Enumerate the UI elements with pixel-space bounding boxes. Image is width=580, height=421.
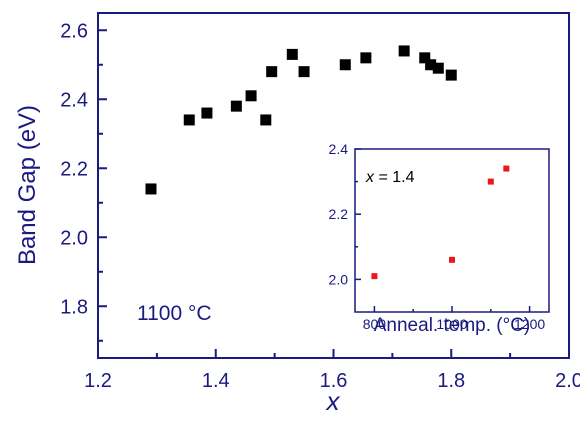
x-tick-label: 1200 — [514, 316, 545, 332]
data-point — [183, 114, 195, 126]
main-data-points — [145, 45, 457, 195]
data-point — [432, 62, 444, 74]
y-tick-label: 2.2 — [60, 158, 88, 180]
x-tick-label: 800 — [363, 316, 387, 332]
y-tick-label: 2.4 — [60, 89, 88, 111]
data-point — [398, 45, 410, 57]
inset-annotation-variable: x — [365, 169, 375, 186]
inset-data-point — [503, 165, 510, 172]
main-x-axis-label: x — [325, 386, 341, 416]
x-tick-label: 1.8 — [437, 370, 465, 392]
y-tick-label: 2.6 — [60, 20, 88, 42]
inset-plot-frame — [354, 148, 550, 313]
data-point — [445, 69, 457, 81]
data-point — [425, 59, 437, 71]
inset-x-axis-label: Anneal. temp. (°C) — [374, 315, 531, 336]
main-annotation: 1100 °C — [137, 302, 212, 325]
data-point — [201, 107, 213, 119]
x-tick-label: 1.6 — [320, 370, 348, 392]
x-tick-label: 1.4 — [202, 370, 230, 392]
x-tick-label: 2.0 — [555, 370, 580, 392]
main-y-axis-label: Band Gap (eV) — [14, 105, 41, 265]
data-point — [266, 66, 278, 78]
data-point — [339, 59, 351, 71]
x-tick-label: 1000 — [436, 316, 467, 332]
data-point — [260, 114, 272, 126]
data-point — [298, 66, 310, 78]
y-tick-label: 2.0 — [329, 271, 349, 287]
x-tick-label: 1.2 — [84, 370, 112, 392]
data-point — [286, 48, 298, 60]
inset-annotation-value: = 1.4 — [374, 169, 415, 186]
data-point — [145, 183, 157, 195]
inset-annotation: x = 1.4 — [365, 169, 415, 186]
inset-axis-ticks: 800 1000 1200 2.0 2.2 2.4 — [329, 141, 546, 332]
data-point — [245, 90, 257, 102]
inset-data-points — [371, 165, 510, 280]
main-axis-ticks: 1.2 1.4 1.6 1.8 2.0 1.8 2.0 2.2 2.4 2.6 — [60, 20, 580, 392]
inset-data-point — [487, 178, 494, 185]
inset-data-point — [449, 256, 455, 263]
data-point — [419, 52, 431, 64]
data-point — [230, 100, 242, 112]
data-point — [360, 52, 372, 64]
y-tick-label: 2.2 — [329, 206, 349, 222]
inset-data-point — [371, 273, 378, 280]
y-tick-label: 2.0 — [60, 227, 88, 249]
y-tick-label: 1.8 — [60, 296, 88, 318]
y-tick-label: 2.4 — [329, 141, 349, 157]
